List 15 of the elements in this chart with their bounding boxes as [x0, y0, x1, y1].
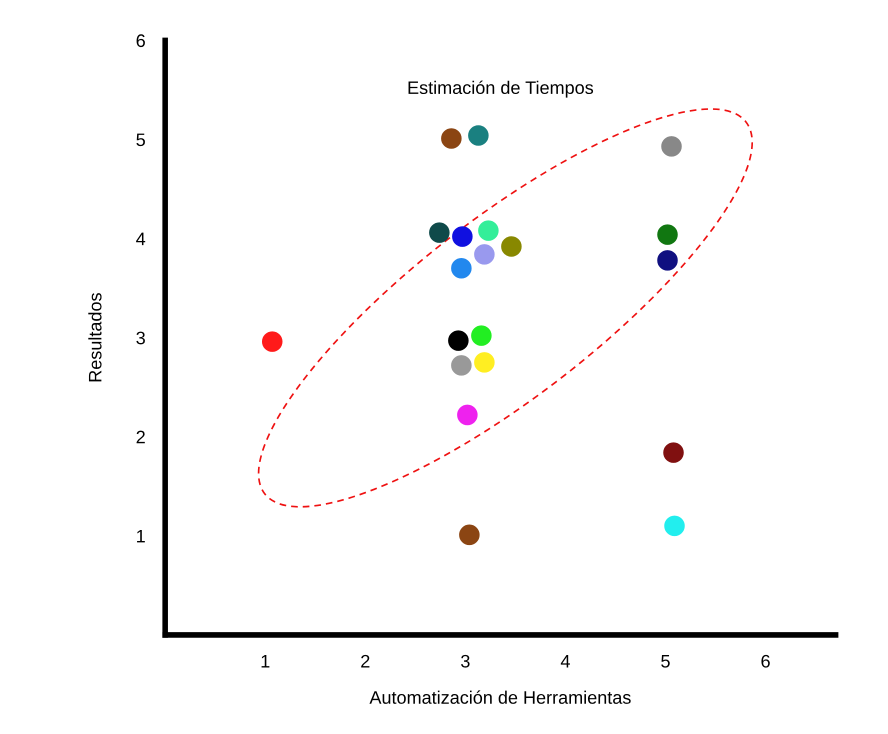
y-tick-label: 5 [136, 134, 145, 146]
y-tick-label: 2 [136, 430, 145, 444]
y-tick-label: 6 [136, 34, 145, 48]
x-axis-title: Automatización de Herramientas [369, 690, 631, 704]
x-tick-label: 4 [560, 655, 570, 668]
y-tick-label: 1 [137, 530, 145, 542]
x-tick-label: 5 [661, 655, 670, 668]
x-tick-label: 3 [461, 654, 470, 668]
x-tick-label: 1 [262, 655, 270, 668]
x-tick-label: 2 [361, 654, 370, 668]
text: Estimación de Tiempos [408, 80, 594, 98]
y-tick-label: 4 [136, 232, 146, 246]
x-tick-label: 6 [761, 654, 770, 668]
y-axis-title: Resultados [88, 293, 102, 382]
y-tick-label: 3 [136, 332, 145, 344]
